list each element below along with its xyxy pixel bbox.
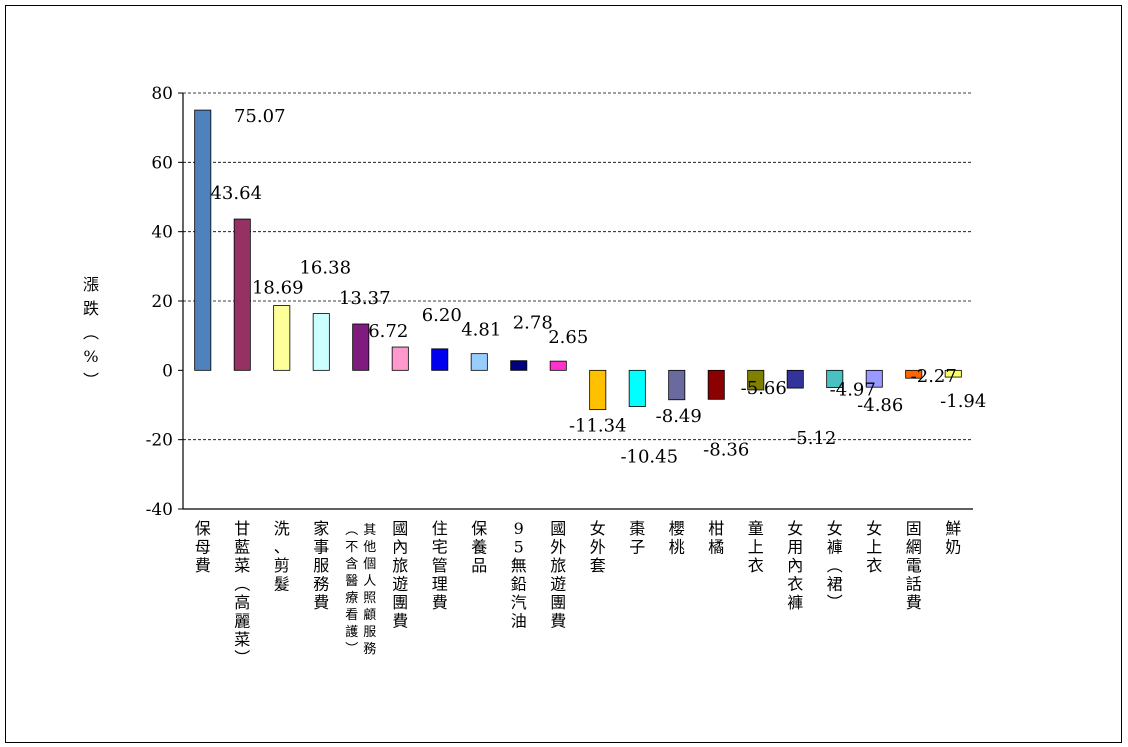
- data-label: -5.66: [741, 378, 787, 399]
- y-tick-label: 20: [151, 292, 173, 312]
- data-label: -11.34: [569, 416, 627, 437]
- bar: [391, 346, 409, 371]
- data-label: 75.07: [234, 106, 286, 127]
- bar: [865, 369, 883, 388]
- category-label: 洗、剪髮: [274, 519, 290, 594]
- data-label: 2.78: [513, 313, 553, 334]
- category-label: 女用內衣褲: [787, 519, 803, 612]
- category-label: 國內旅遊團費: [392, 519, 408, 631]
- bar: [905, 369, 923, 379]
- bar: [786, 369, 804, 389]
- chart-frame: 80 60 40 20 0 -20 -40 75.07 43.64 18.69 16.38 13.3…: [5, 5, 1122, 743]
- y-axis-label: 漲跌︵% ︶: [83, 275, 99, 390]
- category-label: 櫻桃: [669, 519, 685, 557]
- category-label: 鮮奶: [945, 519, 961, 557]
- data-label: 6.20: [422, 305, 462, 326]
- bar: [510, 360, 528, 371]
- bar: [707, 369, 725, 400]
- category-label: 保母費: [195, 519, 211, 575]
- data-label: -8.49: [656, 406, 702, 427]
- category-label: 女外套: [590, 519, 606, 575]
- data-label: 4.81: [461, 320, 501, 341]
- bar: [944, 369, 962, 378]
- data-label: 43.64: [210, 183, 262, 204]
- category-label: 國外旅遊團費: [550, 519, 566, 631]
- y-tick-label: 60: [151, 153, 173, 173]
- data-label: 2.65: [548, 327, 588, 348]
- bar: [668, 369, 686, 401]
- bar: [312, 313, 330, 371]
- y-tick-label: 0: [162, 361, 173, 381]
- data-label: -8.36: [703, 439, 749, 460]
- category-label: 固網電話費: [906, 519, 922, 612]
- category-label: 柑橘: [708, 519, 724, 557]
- category-label: 住宅管理費: [432, 519, 448, 612]
- data-label: 6.72: [368, 321, 408, 342]
- category-label: 童上衣: [748, 519, 764, 575]
- y-tick-label: 40: [151, 223, 173, 243]
- category-label: 家事服務費: [313, 519, 329, 612]
- y-tick-label: -40: [146, 500, 173, 520]
- bar: [589, 369, 607, 411]
- category-label: 9 5 無鉛汽油: [511, 519, 527, 631]
- data-label: 13.37: [339, 288, 391, 309]
- data-label: -4.97: [830, 380, 876, 401]
- category-label: ︵不含醫療看護︶其他個人照顧服務: [345, 523, 376, 657]
- bar: [747, 369, 765, 391]
- bar: [273, 305, 291, 371]
- data-label: -2.27: [911, 366, 957, 387]
- data-label: -10.45: [620, 447, 678, 468]
- data-label: -1.94: [940, 391, 986, 412]
- bar: [431, 348, 449, 371]
- category-label: 女上衣: [866, 519, 882, 575]
- data-label: 16.38: [299, 258, 351, 279]
- bar: [826, 369, 844, 388]
- bar: [194, 109, 212, 371]
- y-tick-label: -20: [146, 431, 173, 451]
- y-tick-label: 80: [151, 84, 173, 104]
- bar: [470, 353, 488, 371]
- category-label: 棗子: [629, 519, 645, 557]
- bar: [628, 369, 646, 407]
- data-label: -5.12: [790, 428, 836, 449]
- category-label: 女褲︵裙︶: [827, 519, 843, 612]
- data-label: -4.86: [857, 395, 903, 416]
- bar: [352, 323, 370, 371]
- category-label: 甘藍菜︵高麗菜︶: [234, 519, 250, 668]
- bar: [233, 218, 251, 371]
- data-label: 18.69: [252, 278, 304, 299]
- category-label: 保養品: [471, 519, 487, 575]
- bar: [549, 360, 567, 371]
